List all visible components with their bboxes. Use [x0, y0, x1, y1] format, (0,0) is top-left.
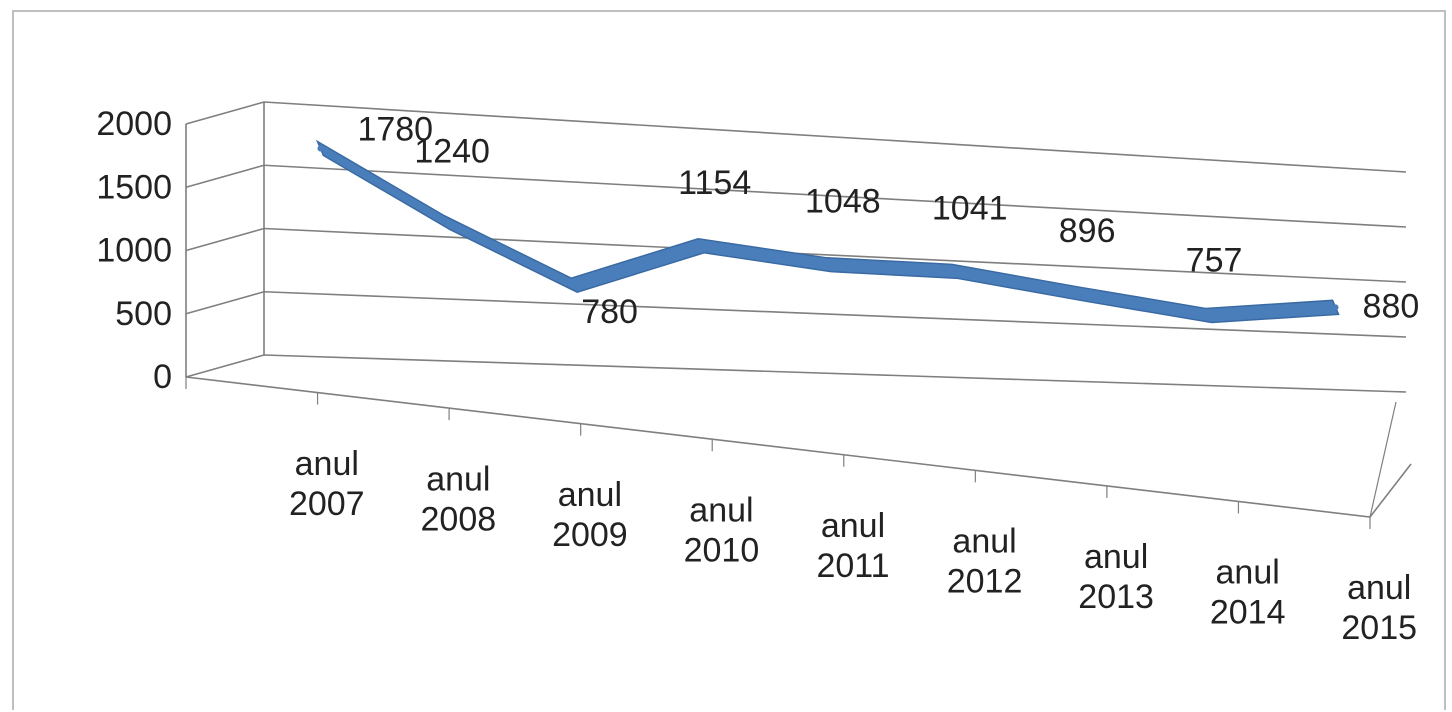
data-point	[951, 268, 958, 275]
x-category-label: anul 2010	[684, 491, 760, 569]
x-label-word: anul	[1216, 554, 1280, 592]
floor-edge	[185, 376, 1412, 518]
data-label: 1780	[357, 111, 433, 149]
data-label: 1048	[805, 183, 881, 221]
x-label-word: anul	[821, 507, 885, 545]
x-label-year: 2009	[552, 516, 628, 554]
gridlines	[185, 101, 1412, 529]
x-label-word: anul	[952, 523, 1016, 561]
data-label: 1240	[414, 133, 490, 171]
y-tick-label: 500	[115, 295, 172, 333]
data-point	[825, 261, 831, 268]
x-label-word: anul	[426, 460, 490, 498]
data-point	[698, 242, 705, 249]
x-category-label: anul 2007	[289, 445, 365, 523]
series-line	[315, 139, 1340, 324]
data-point	[571, 282, 578, 289]
x-label-year: 2015	[1341, 609, 1417, 647]
data-point	[1205, 312, 1212, 319]
series-ribbon	[315, 139, 1340, 324]
x-label-year: 2014	[1210, 594, 1286, 632]
x-label-year: 2012	[947, 563, 1023, 601]
x-label-word: anul	[1347, 569, 1411, 607]
x-category-label: anul 2011	[816, 507, 889, 585]
x-label-year: 2013	[1078, 578, 1154, 616]
y-axis: 0 500 1000 1500 2000	[96, 105, 172, 396]
y-tick-label: 1000	[96, 232, 172, 270]
x-label-year: 2010	[684, 531, 760, 569]
x-label-year: 2007	[289, 485, 365, 523]
data-label: 880	[1363, 287, 1420, 325]
data-point	[317, 145, 324, 152]
x-category-label: anul 2008	[421, 460, 497, 538]
x-category-label: anul 2015	[1341, 569, 1417, 647]
data-point	[444, 219, 451, 226]
x-label-year: 2008	[421, 500, 497, 538]
x-category-label: anul 2012	[947, 523, 1023, 601]
data-label: 1154	[678, 164, 751, 202]
x-category-label: anul 2013	[1078, 538, 1154, 616]
x-label-word: anul	[1084, 538, 1148, 576]
data-point	[1332, 304, 1339, 311]
x-label-word: anul	[558, 476, 622, 514]
y-tick-label: 0	[153, 358, 172, 396]
x-label-year: 2011	[816, 547, 889, 585]
data-label: 757	[1186, 241, 1243, 279]
data-point	[1078, 291, 1085, 298]
y-tick-label: 1500	[96, 168, 172, 206]
x-label-word: anul	[295, 445, 359, 483]
y-tick-label: 2000	[96, 105, 172, 143]
data-label: 780	[581, 293, 638, 331]
x-category-label: anul 2014	[1210, 554, 1286, 632]
chart-frame: 0 500 1000 1500 2000 1780 1240 780 1154 1048 1041…	[12, 10, 1446, 710]
floor-edge	[1369, 401, 1397, 518]
data-label: 896	[1059, 212, 1116, 250]
x-label-word: anul	[689, 491, 753, 529]
data-label: 1041	[932, 189, 1008, 227]
gridline	[185, 354, 1407, 393]
x-category-label: anul 2009	[552, 476, 628, 554]
